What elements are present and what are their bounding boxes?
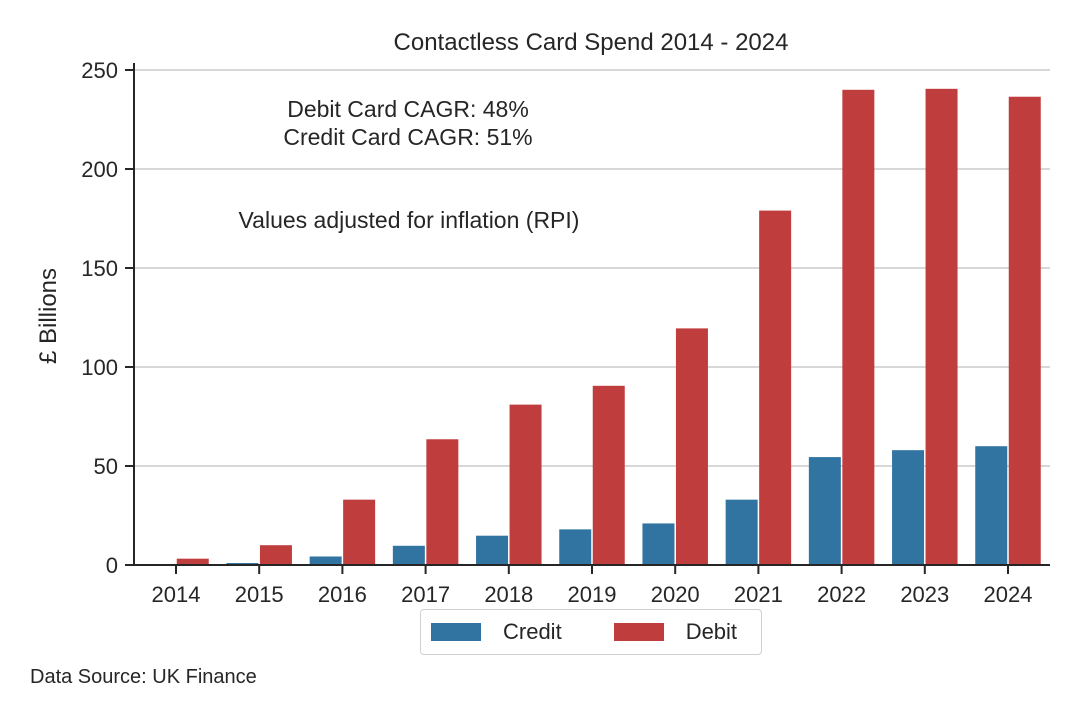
x-tick-label: 2022	[817, 582, 866, 607]
x-tick-label: 2015	[235, 582, 284, 607]
x-tick-label: 2019	[568, 582, 617, 607]
bar-credit-2024	[975, 446, 1008, 565]
y-tick-label: 150	[81, 256, 118, 281]
bar-debit-2016	[343, 499, 376, 565]
bar-debit-2020	[675, 328, 708, 565]
y-ticks: 0 50 100 150 200 250	[81, 58, 134, 578]
legend-item-debit: Debit	[613, 619, 738, 645]
legend: Credit Debit	[420, 609, 762, 655]
x-tick-label: 2024	[984, 582, 1033, 607]
bars	[143, 88, 1041, 566]
bar-credit-2021	[725, 499, 758, 565]
x-tick-label: 2023	[900, 582, 949, 607]
legend-label-debit: Debit	[685, 619, 738, 644]
bar-credit-2018	[476, 535, 509, 565]
bar-debit-2017	[426, 439, 459, 565]
x-ticks: 2014 2015 2016 2017 2018 2019 2020 2021 2022 2023…	[152, 565, 1033, 607]
y-axis-label: £ Billions	[35, 268, 62, 364]
y-tick-label: 0	[106, 553, 118, 578]
bar-debit-2022	[842, 89, 875, 566]
bar-credit-2023	[892, 450, 925, 565]
y-tick-label: 50	[94, 454, 118, 479]
annotation-debit-cagr: Debit Card CAGR: 48%	[287, 96, 529, 122]
annotation-credit-cagr: Credit Card CAGR: 51%	[283, 124, 532, 150]
legend-label-credit: Credit	[503, 619, 562, 644]
x-tick-label: 2017	[401, 582, 450, 607]
x-tick-label: 2014	[152, 582, 201, 607]
bar-debit-2014	[176, 558, 209, 565]
legend-item-credit: Credit	[431, 619, 562, 645]
x-tick-label: 2018	[484, 582, 533, 607]
bar-debit-2015	[259, 545, 292, 565]
bar-credit-2016	[309, 556, 342, 565]
bar-debit-2021	[759, 210, 792, 565]
bar-debit-2023	[925, 88, 958, 565]
gridlines	[134, 69, 1050, 467]
legend-swatch-credit	[431, 623, 481, 641]
bar-debit-2018	[509, 404, 542, 565]
bar-credit-2020	[642, 523, 675, 565]
bar-debit-2024	[1008, 96, 1041, 565]
bar-credit-2017	[392, 545, 425, 565]
data-source-note: Data Source: UK Finance	[30, 666, 257, 688]
bar-credit-2022	[808, 457, 841, 565]
y-tick-label: 200	[81, 157, 118, 182]
x-tick-label: 2020	[651, 582, 700, 607]
annotation-inflation: Values adjusted for inflation (RPI)	[239, 207, 580, 233]
legend-swatch-debit	[613, 623, 664, 641]
chart-title: Contactless Card Spend 2014 - 2024	[394, 29, 789, 56]
y-tick-label: 100	[81, 355, 118, 380]
x-tick-label: 2016	[318, 582, 367, 607]
bar-debit-2019	[592, 385, 625, 565]
bar-credit-2019	[559, 529, 592, 565]
x-tick-label: 2021	[734, 582, 783, 607]
y-tick-label: 250	[81, 58, 118, 83]
